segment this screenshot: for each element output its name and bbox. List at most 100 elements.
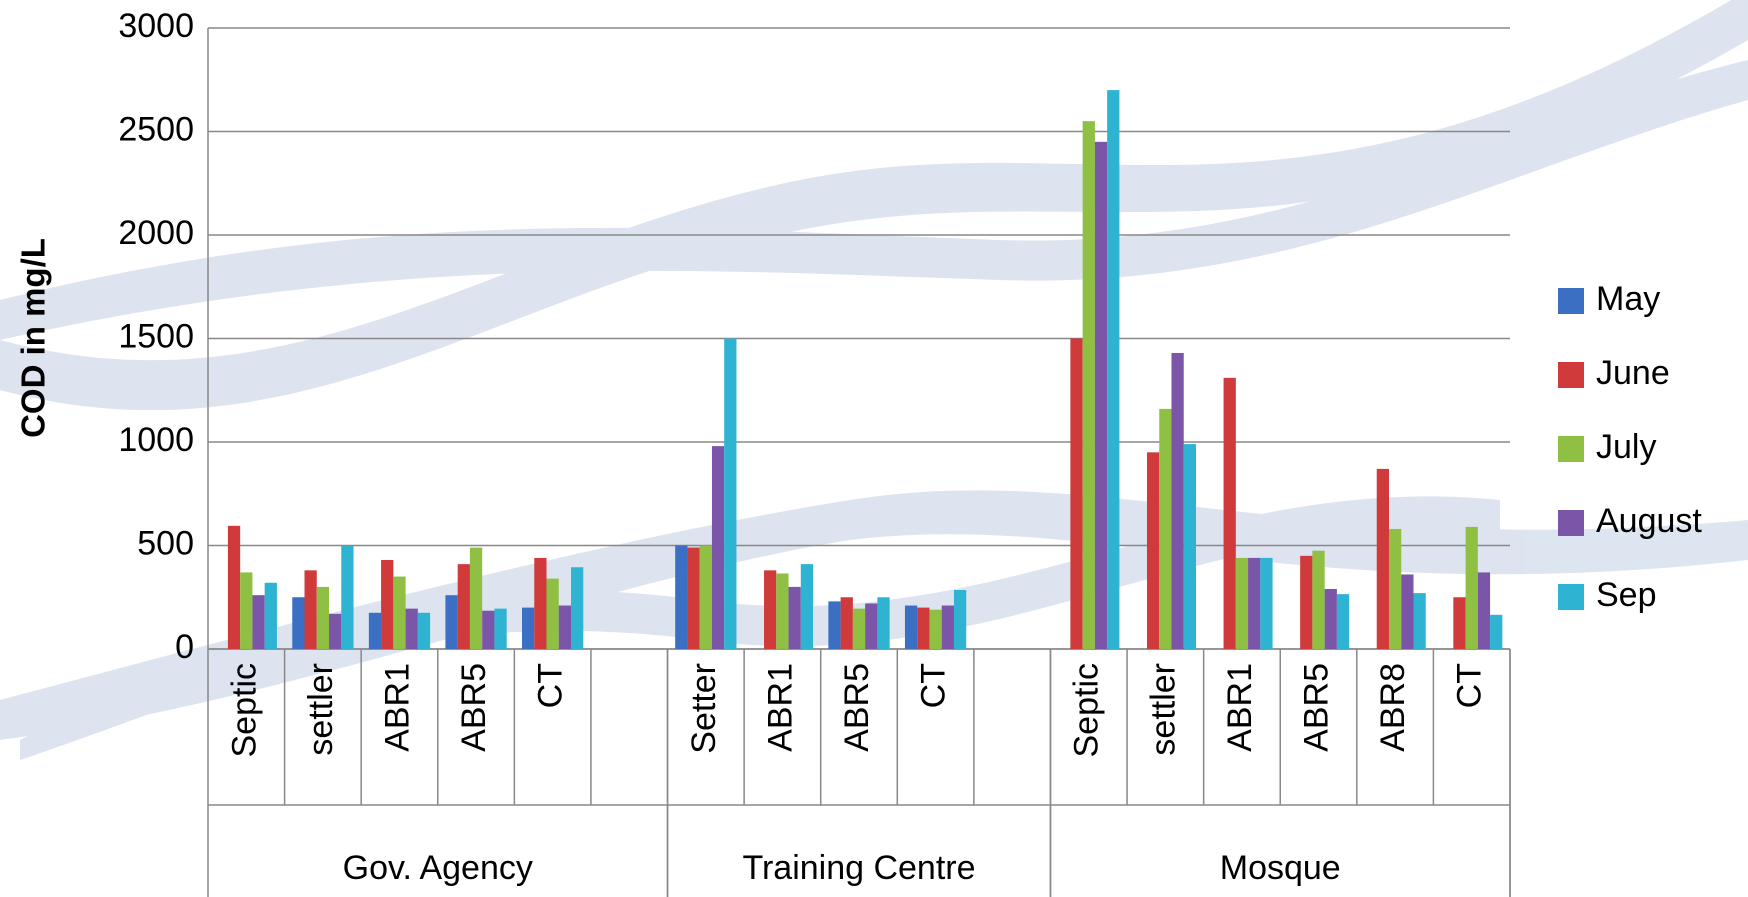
bar: [534, 557, 547, 649]
bar: [776, 573, 789, 649]
legend-label: August: [1596, 502, 1702, 540]
bar: [764, 570, 777, 649]
bar: [929, 609, 942, 649]
bar: [522, 607, 535, 649]
bar: [828, 601, 841, 649]
bar: [240, 572, 253, 649]
bar: [1453, 597, 1466, 649]
legend-swatch: [1558, 362, 1584, 388]
bar: [445, 595, 458, 649]
bar: [1159, 408, 1172, 649]
bar: [1490, 614, 1503, 649]
bar: [381, 559, 394, 649]
legend-swatch: [1558, 584, 1584, 610]
bar: [1094, 141, 1108, 649]
legend-label: July: [1596, 428, 1656, 466]
bar: [1183, 444, 1196, 649]
bar: [264, 582, 277, 649]
bar: [1146, 452, 1160, 649]
x-tick-label: ABR5: [455, 663, 493, 752]
bar: [1248, 557, 1261, 649]
bar: [800, 564, 814, 649]
bar: [417, 612, 431, 649]
bar: [227, 525, 241, 649]
y-tick-label: 2500: [118, 110, 194, 148]
bar: [494, 608, 507, 649]
y-tick-label: 2000: [118, 214, 194, 252]
bar: [457, 564, 470, 649]
legend-label: Sep: [1596, 576, 1657, 614]
bar: [852, 608, 866, 649]
bar: [1300, 555, 1313, 649]
bar: [865, 603, 878, 649]
bar: [469, 547, 483, 649]
bar: [788, 586, 801, 649]
bar: [329, 613, 342, 649]
bar: [1336, 594, 1350, 649]
legend-label: May: [1596, 280, 1660, 318]
x-tick-label: ABR1: [761, 663, 799, 752]
bar: [316, 586, 330, 649]
bar: [1260, 557, 1273, 649]
bar: [1235, 557, 1249, 649]
bar: [687, 547, 700, 649]
x-tick-label: settler: [302, 663, 340, 756]
bar: [877, 597, 890, 649]
x-tick-label: ABR1: [1221, 663, 1259, 752]
bar: [1107, 90, 1120, 650]
bar: [941, 605, 954, 649]
bar: [393, 576, 406, 649]
bar: [405, 608, 418, 649]
bar: [1401, 574, 1414, 649]
legend-swatch: [1558, 288, 1584, 314]
bar: [546, 578, 559, 649]
bar: [571, 567, 584, 649]
bar: [292, 597, 305, 649]
x-tick-label: Septic: [1068, 663, 1106, 758]
legend-label: June: [1596, 354, 1670, 392]
x-tick-label: ABR5: [838, 663, 876, 752]
bar: [1376, 468, 1389, 649]
legend-swatch: [1558, 436, 1584, 462]
x-tick-label: Septic: [225, 663, 263, 758]
y-tick-label: 1000: [118, 421, 194, 459]
background-decoration: [0, 0, 1748, 760]
bar: [699, 545, 712, 649]
x-tick-label: CT: [532, 663, 570, 708]
bar: [368, 612, 382, 649]
y-tick-label: 0: [175, 628, 194, 666]
bar: [1413, 593, 1426, 649]
legend-swatch: [1558, 510, 1584, 536]
group-label: Gov. Agency: [343, 849, 533, 887]
bar: [252, 595, 265, 649]
bar: [1477, 572, 1491, 649]
bar: [304, 570, 317, 649]
bar: [1223, 377, 1236, 649]
x-tick-label: CT: [1451, 663, 1489, 708]
bar: [675, 545, 688, 649]
bar: [341, 545, 354, 649]
y-tick-label: 500: [137, 524, 194, 562]
x-tick-label: settler: [1144, 663, 1182, 756]
bar: [1312, 550, 1325, 649]
bar: [1070, 338, 1083, 649]
bar: [558, 605, 572, 649]
bar: [482, 610, 495, 649]
x-tick-label: ABR8: [1374, 663, 1412, 752]
x-tick-label: Setter: [685, 663, 723, 754]
bar: [1465, 526, 1478, 649]
y-tick-label: 1500: [118, 317, 194, 355]
bar: [724, 338, 737, 649]
x-tick-label: CT: [915, 663, 953, 708]
group-label: Mosque: [1220, 849, 1341, 887]
bar: [1171, 352, 1184, 649]
bar: [711, 446, 725, 649]
bar: [953, 590, 967, 649]
bar: [917, 607, 930, 649]
bar: [1324, 588, 1337, 649]
bar: [840, 597, 853, 649]
x-tick-label: ABR5: [1298, 663, 1336, 752]
group-label: Training Centre: [742, 849, 975, 887]
bar: [1388, 528, 1402, 649]
